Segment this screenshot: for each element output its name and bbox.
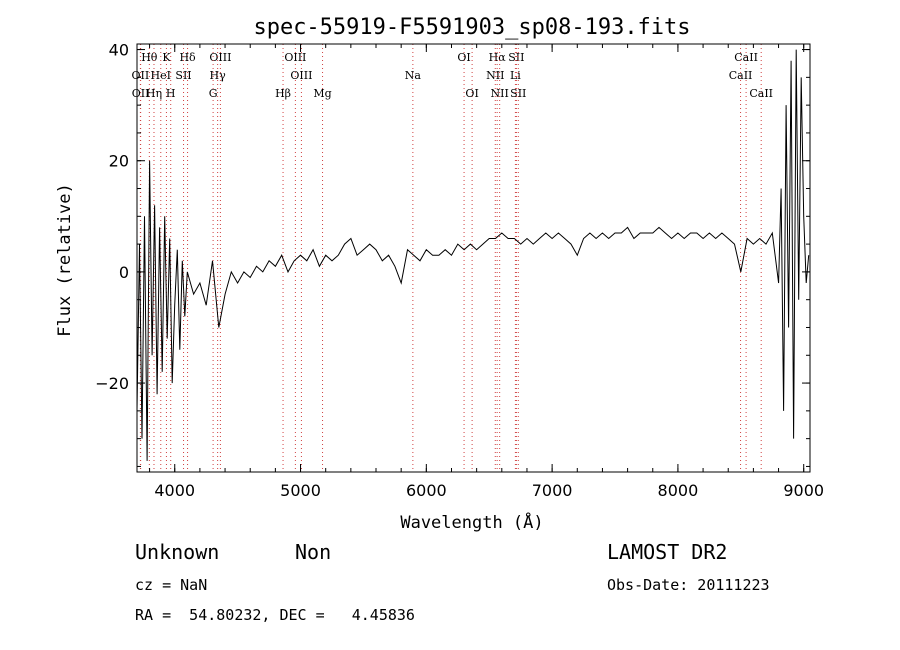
x-tick-label: 6000	[406, 481, 447, 500]
ra-dec: RA = 54.80232, DEC = 4.45836	[135, 606, 415, 624]
object-subclass: Non	[295, 540, 332, 564]
x-tick-label: 7000	[532, 481, 573, 500]
x-tick-label: 8000	[658, 481, 699, 500]
line-label: CaII	[729, 69, 753, 82]
line-label: Hα	[489, 51, 507, 64]
y-tick-label: 0	[119, 263, 129, 282]
line-label: K	[162, 51, 171, 64]
x-axis-label: Wavelength (Å)	[400, 511, 543, 533]
x-tick-label: 5000	[280, 481, 321, 500]
line-label: CaII	[749, 87, 773, 100]
redshift-value: cz = NaN	[135, 576, 208, 594]
line-label: HeI	[151, 69, 171, 82]
line-label: NII	[486, 69, 504, 82]
line-label: Hθ	[141, 51, 158, 64]
line-label: Hη	[146, 87, 162, 100]
line-label: SII	[175, 69, 191, 82]
chart-title: spec-55919-F5591903_sp08-193.fits	[253, 15, 690, 40]
plot-frame	[136, 43, 811, 473]
line-label: Li	[510, 69, 521, 82]
y-axis-label: Flux (relative)	[55, 183, 75, 337]
line-label: OI	[465, 87, 478, 100]
line-label: Hβ	[275, 87, 291, 100]
line-label: Hγ	[210, 69, 227, 82]
line-label: SII	[510, 87, 526, 100]
line-label: CaII	[734, 51, 758, 64]
line-label: Mg	[313, 87, 331, 100]
line-label: H	[166, 87, 176, 100]
y-tick-label: −20	[95, 374, 129, 393]
line-label: OII	[132, 87, 150, 100]
survey-name: LAMOST DR2	[607, 540, 728, 564]
line-label: NII	[491, 87, 509, 100]
line-label: G	[209, 87, 218, 100]
line-label: OIII	[209, 51, 231, 64]
line-label: OII	[132, 69, 150, 82]
spectrum-trace	[136, 49, 810, 461]
y-tick-label: 40	[109, 41, 129, 60]
line-label: OI	[457, 51, 470, 64]
x-tick-label: 4000	[154, 481, 195, 500]
line-label: OIII	[290, 69, 312, 82]
obs-date: Obs-Date: 20111223	[607, 576, 770, 594]
object-class: Unknown	[135, 540, 220, 564]
x-tick-label: 9000	[783, 481, 824, 500]
line-label: OIII	[284, 51, 306, 64]
line-label: SII	[508, 51, 524, 64]
y-tick-label: 20	[109, 152, 129, 171]
line-label: Na	[405, 69, 422, 82]
line-label: Hδ	[179, 51, 196, 64]
